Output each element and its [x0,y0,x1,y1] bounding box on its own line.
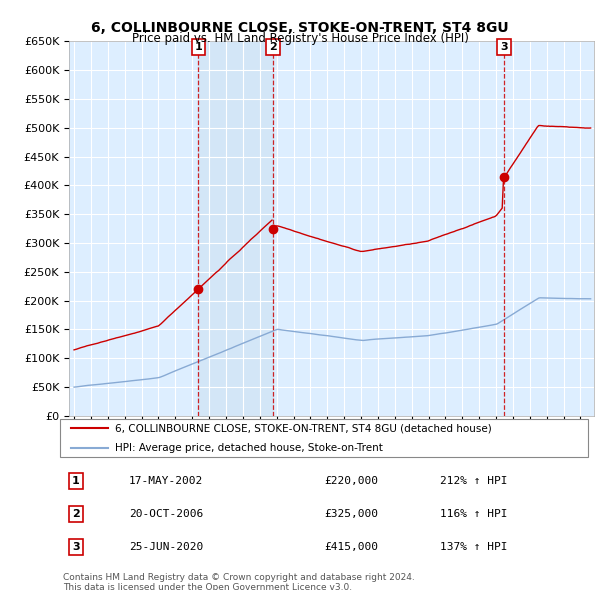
Text: £415,000: £415,000 [324,542,378,552]
Text: 6, COLLINBOURNE CLOSE, STOKE-ON-TRENT, ST4 8GU (detached house): 6, COLLINBOURNE CLOSE, STOKE-ON-TRENT, S… [115,424,492,434]
Text: 137% ↑ HPI: 137% ↑ HPI [440,542,508,552]
Text: 2: 2 [269,42,277,52]
Text: 17-MAY-2002: 17-MAY-2002 [128,476,203,486]
Text: Contains HM Land Registry data © Crown copyright and database right 2024.: Contains HM Land Registry data © Crown c… [63,573,415,582]
Text: 2: 2 [72,509,80,519]
Text: 3: 3 [72,542,80,552]
Text: 6, COLLINBOURNE CLOSE, STOKE-ON-TRENT, ST4 8GU: 6, COLLINBOURNE CLOSE, STOKE-ON-TRENT, S… [91,21,509,35]
Text: £325,000: £325,000 [324,509,378,519]
Text: HPI: Average price, detached house, Stoke-on-Trent: HPI: Average price, detached house, Stok… [115,442,383,453]
Text: 1: 1 [194,42,202,52]
Text: 3: 3 [500,42,508,52]
Text: 212% ↑ HPI: 212% ↑ HPI [440,476,508,486]
Text: 20-OCT-2006: 20-OCT-2006 [128,509,203,519]
Text: 1: 1 [72,476,80,486]
Text: £220,000: £220,000 [324,476,378,486]
Text: Price paid vs. HM Land Registry's House Price Index (HPI): Price paid vs. HM Land Registry's House … [131,32,469,45]
Text: 116% ↑ HPI: 116% ↑ HPI [440,509,508,519]
Text: 25-JUN-2020: 25-JUN-2020 [128,542,203,552]
Text: This data is licensed under the Open Government Licence v3.0.: This data is licensed under the Open Gov… [63,583,352,590]
FancyBboxPatch shape [60,419,588,457]
